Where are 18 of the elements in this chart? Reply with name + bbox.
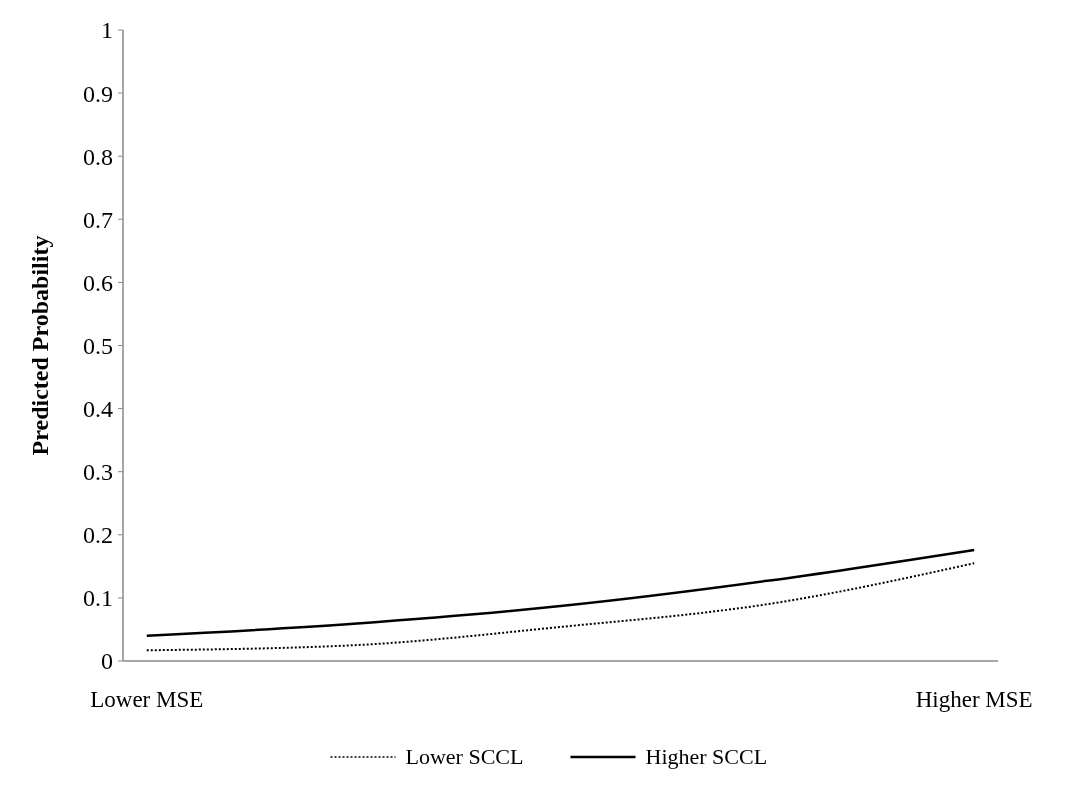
- y-tick-label: 0.5: [83, 332, 113, 359]
- y-tick-label: 0.8: [83, 143, 113, 170]
- y-tick-label: 0.3: [83, 459, 113, 486]
- y-tick-label: 0.2: [83, 522, 113, 549]
- y-axis-title: Predicted Probability: [27, 235, 53, 456]
- y-tick-label: 0.7: [83, 206, 113, 233]
- x-tick-label: Higher MSE: [915, 687, 1033, 712]
- y-tick-label: 0.6: [83, 269, 113, 296]
- y-tick-label: 0.1: [83, 585, 113, 612]
- x-tick-label: Lower MSE: [90, 687, 204, 712]
- y-tick-label: 1: [101, 17, 113, 44]
- y-tick-label: 0.4: [83, 396, 113, 422]
- y-tick-label: 0: [101, 648, 113, 675]
- legend-label: Higher SCCL: [645, 744, 768, 769]
- line-series: [145, 562, 976, 652]
- line-series: [145, 548, 976, 638]
- y-tick-label: 0.9: [83, 80, 113, 107]
- legend-label: Lower SCCL: [405, 744, 524, 769]
